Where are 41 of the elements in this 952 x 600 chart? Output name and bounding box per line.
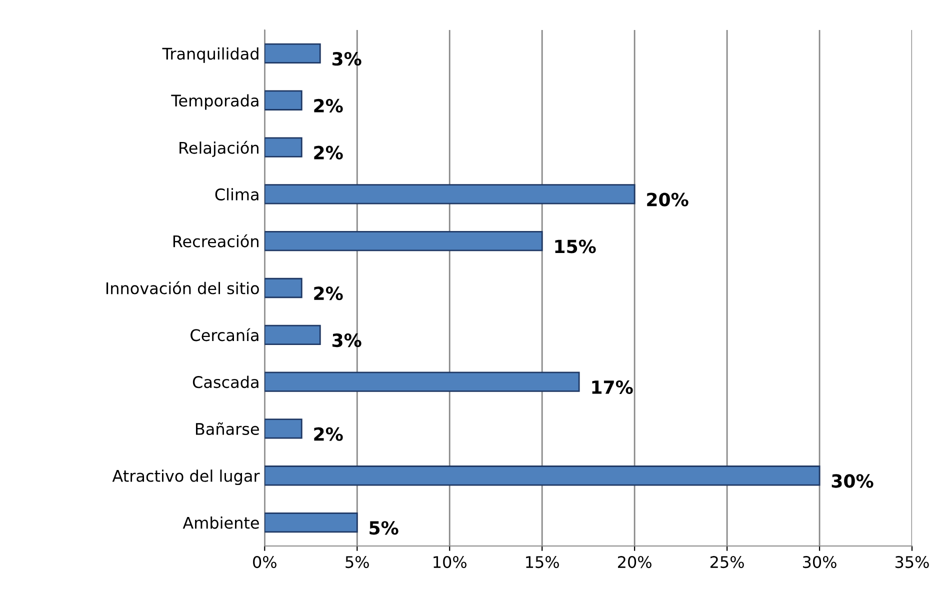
y-tick-label: Atractivo del lugar	[112, 470, 260, 486]
data-label: 3%	[332, 52, 362, 66]
y-tick-label: Recreación	[173, 234, 258, 248]
y-tick-label: Cascada	[192, 376, 258, 388]
data-label: 15%	[555, 240, 596, 254]
data-label: 3%	[332, 333, 362, 348]
data-label: 2%	[314, 286, 343, 300]
y-tick-label: Tranquilidad	[162, 47, 258, 63]
data-label: 20%	[647, 192, 688, 206]
bar	[264, 184, 636, 204]
y-tick-label: Cercanía	[190, 328, 258, 342]
y-tick-label: Relajación	[180, 140, 258, 157]
x-tick-label: 15%	[526, 556, 559, 568]
bar	[264, 512, 358, 533]
bar	[264, 278, 302, 298]
bar	[264, 137, 302, 158]
x-tick-label: 0%	[253, 556, 276, 568]
data-label: 5%	[370, 521, 398, 535]
y-tick-label: Ambiente	[182, 516, 259, 529]
bar	[264, 372, 580, 392]
bar	[264, 466, 820, 486]
data-label: 2%	[314, 98, 343, 113]
data-label: 2%	[314, 427, 343, 441]
x-tick-label: 10%	[434, 556, 466, 568]
x-tick-label: 20%	[618, 556, 652, 568]
bar	[264, 90, 302, 110]
bar	[264, 324, 321, 345]
data-label: 17%	[592, 380, 633, 394]
y-tick-label: Temporada	[171, 94, 258, 110]
x-tick-label: 30%	[803, 556, 836, 568]
y-tick-label: Clima	[215, 188, 258, 200]
y-tick-label: Bañarse	[196, 422, 259, 436]
bar	[264, 43, 321, 64]
bar	[264, 418, 302, 439]
x-tick-label: 5%	[346, 556, 369, 568]
y-tick-label: Innovación del sitio	[106, 281, 259, 294]
data-label: 2%	[314, 146, 343, 160]
bar	[264, 231, 543, 252]
data-label: 30%	[832, 474, 874, 488]
x-tick-label: 25%	[710, 556, 744, 568]
x-tick-label: 35%	[895, 556, 929, 568]
